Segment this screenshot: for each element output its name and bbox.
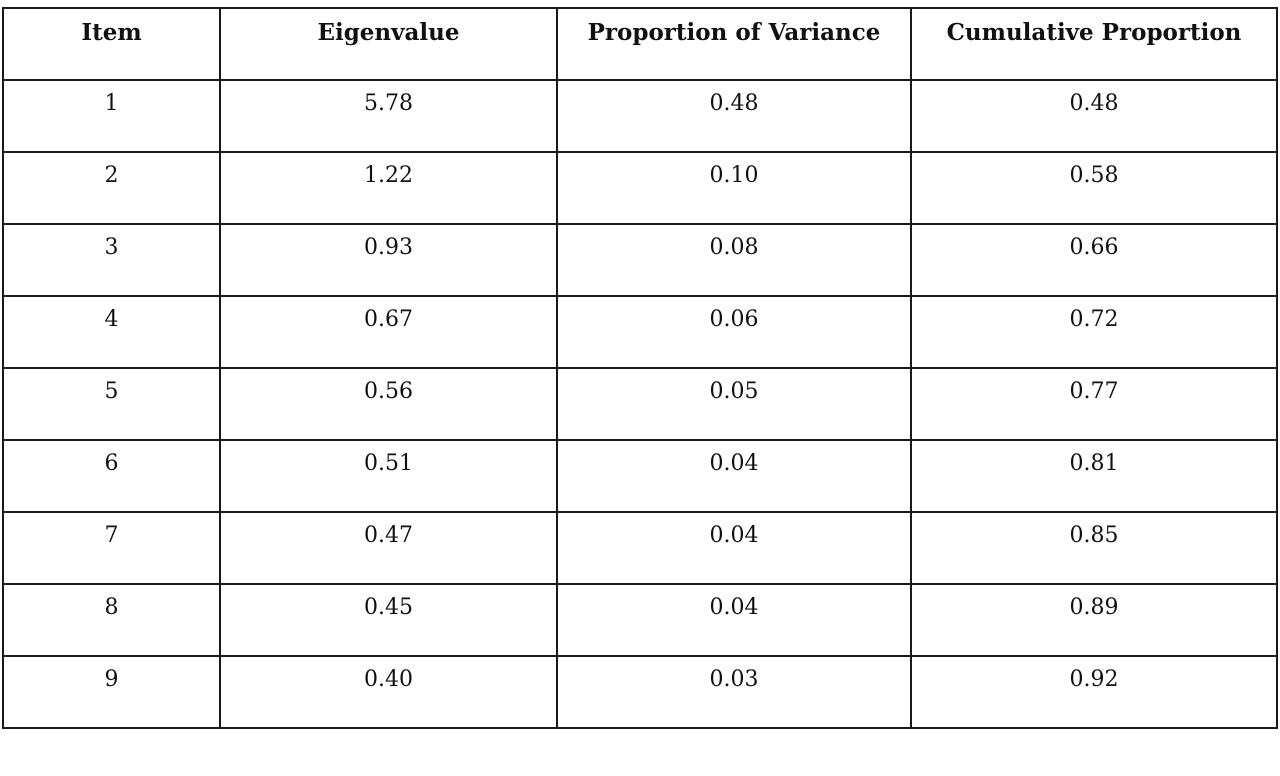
table-row: 5 0.56 0.05 0.77 [2,367,1278,441]
cell-proportion: 0.04 [556,511,912,585]
cell-eigenvalue: 0.93 [219,223,558,297]
cell-item: 1 [2,79,221,153]
cell-cumulative: 0.77 [910,367,1278,441]
cell-eigenvalue: 5.78 [219,79,558,153]
cell-eigenvalue: 0.40 [219,655,558,729]
cell-proportion: 0.08 [556,223,912,297]
cell-cumulative: 0.81 [910,439,1278,513]
cell-cumulative: 0.48 [910,79,1278,153]
cell-proportion: 0.04 [556,583,912,657]
cell-cumulative: 0.85 [910,511,1278,585]
cell-proportion: 0.03 [556,655,912,729]
cell-eigenvalue: 0.45 [219,583,558,657]
cell-eigenvalue: 0.56 [219,367,558,441]
header-proportion-of-variance: Proportion of Variance [556,7,912,81]
cell-cumulative: 0.72 [910,295,1278,369]
cell-item: 2 [2,151,221,225]
table-row: 8 0.45 0.04 0.89 [2,583,1278,657]
cell-item: 3 [2,223,221,297]
table-row: 7 0.47 0.04 0.85 [2,511,1278,585]
cell-proportion: 0.05 [556,367,912,441]
table-row: 6 0.51 0.04 0.81 [2,439,1278,513]
cell-item: 8 [2,583,221,657]
cell-cumulative: 0.66 [910,223,1278,297]
table-header-row: Item Eigenvalue Proportion of Variance C… [2,7,1278,81]
cell-proportion: 0.48 [556,79,912,153]
cell-eigenvalue: 0.67 [219,295,558,369]
header-eigenvalue: Eigenvalue [219,7,558,81]
cell-eigenvalue: 0.51 [219,439,558,513]
header-cumulative-proportion: Cumulative Proportion [910,7,1278,81]
eigenvalue-table: Item Eigenvalue Proportion of Variance C… [2,7,1278,729]
cell-eigenvalue: 1.22 [219,151,558,225]
cell-cumulative: 0.89 [910,583,1278,657]
cell-cumulative: 0.58 [910,151,1278,225]
cell-item: 4 [2,295,221,369]
cell-item: 9 [2,655,221,729]
cell-item: 5 [2,367,221,441]
cell-proportion: 0.10 [556,151,912,225]
cell-eigenvalue: 0.47 [219,511,558,585]
table-row: 9 0.40 0.03 0.92 [2,655,1278,729]
header-item: Item [2,7,221,81]
table-row: 4 0.67 0.06 0.72 [2,295,1278,369]
table-row: 2 1.22 0.10 0.58 [2,151,1278,225]
cell-cumulative: 0.92 [910,655,1278,729]
table-row: 1 5.78 0.48 0.48 [2,79,1278,153]
cell-item: 6 [2,439,221,513]
cell-item: 7 [2,511,221,585]
cell-proportion: 0.06 [556,295,912,369]
table-row: 3 0.93 0.08 0.66 [2,223,1278,297]
cell-proportion: 0.04 [556,439,912,513]
